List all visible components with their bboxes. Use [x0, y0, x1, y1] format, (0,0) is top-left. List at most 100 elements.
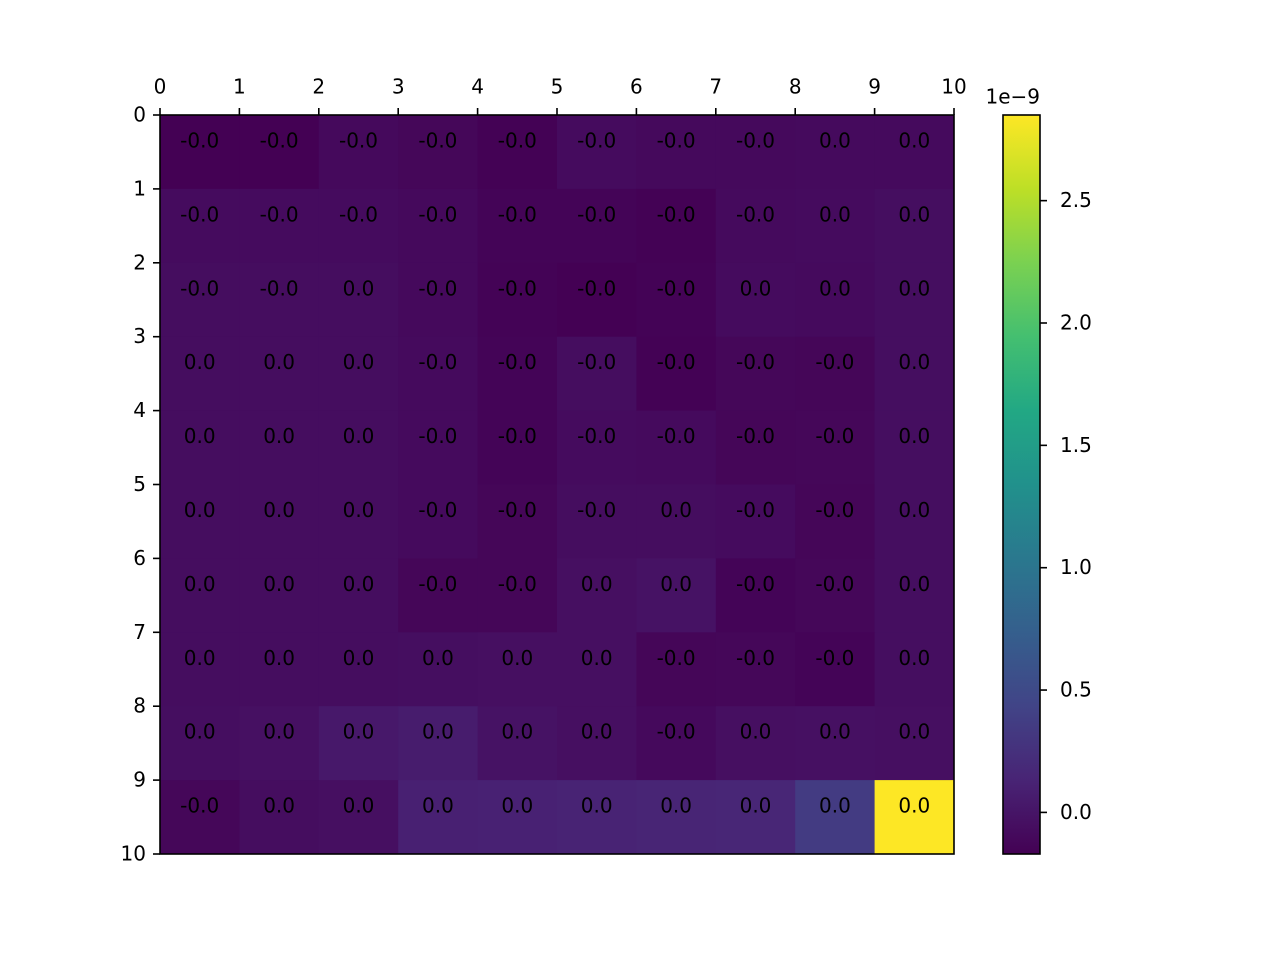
heatmap-cell-r6-c9: [874, 558, 955, 633]
heatmap-cell-r6-c5: [557, 558, 637, 633]
cell-label-r0-c5: -0.0: [577, 129, 616, 153]
heatmap-cell-r2-c6: [636, 262, 717, 338]
heatmap-cell-r0-c9: [874, 115, 955, 190]
colorbar-tick-label-5: 2.5: [1060, 188, 1092, 212]
cell-label-r7-c6: -0.0: [657, 646, 696, 670]
heatmap-cell-r0-c5: [557, 115, 637, 190]
cell-label-r0-c6: -0.0: [657, 129, 696, 153]
cell-label-r7-c9: 0.0: [898, 646, 930, 670]
heatmap-cell-r7-c2: [318, 632, 399, 707]
heatmap-cell-r8-c2: [318, 706, 399, 781]
heatmap-cell-r7-c9: [874, 632, 955, 707]
cell-label-r8-c8: 0.0: [819, 720, 851, 744]
cell-label-r3-c0: 0.0: [184, 350, 216, 374]
heatmap-cell-r9-c5: [557, 780, 637, 855]
cell-label-r7-c2: 0.0: [343, 646, 375, 670]
cell-label-r4-c7: -0.0: [736, 424, 775, 448]
cell-label-r5-c1: 0.0: [263, 498, 295, 522]
heatmap-cell-r2-c0: [160, 262, 240, 338]
y-tick-label-10: 10: [121, 842, 146, 866]
heatmap-cell-r2-c9: [874, 262, 955, 338]
cell-label-r4-c4: -0.0: [498, 424, 537, 448]
heatmap-cell-r1-c9: [874, 188, 955, 264]
cell-label-r8-c4: 0.0: [501, 720, 533, 744]
cell-label-r5-c7: -0.0: [736, 498, 775, 522]
heatmap-cell-r8-c3: [398, 706, 479, 781]
cell-label-r7-c8: -0.0: [815, 646, 854, 670]
y-tick-label-6: 6: [133, 546, 146, 570]
heatmap-cell-r1-c2: [318, 188, 399, 264]
heatmap-cell-r0-c3: [398, 115, 479, 190]
heatmap-cell-r5-c2: [318, 484, 399, 559]
cell-label-r1-c2: -0.0: [339, 202, 378, 226]
cell-label-r2-c8: 0.0: [819, 276, 851, 300]
cell-label-r3-c6: -0.0: [657, 350, 696, 374]
heatmap-cell-r5-c7: [715, 484, 796, 559]
cell-label-r9-c6: 0.0: [660, 794, 692, 818]
colorbar-tick-label-4: 2.0: [1060, 310, 1092, 334]
heatmap-cell-r8-c5: [557, 706, 637, 781]
cell-label-r4-c0: 0.0: [184, 424, 216, 448]
heatmap-cell-r9-c0: [160, 780, 240, 855]
heatmap-cell-r6-c2: [318, 558, 399, 633]
colorbar-tick-label-3: 1.5: [1060, 433, 1092, 457]
heatmap-cell-r4-c5: [557, 410, 637, 485]
heatmap-cell-r8-c8: [795, 706, 876, 781]
heatmap-cell-r5-c9: [874, 484, 955, 559]
cell-label-r6-c3: -0.0: [418, 572, 457, 596]
cell-label-r6-c1: 0.0: [263, 572, 295, 596]
x-tick-label-5: 5: [551, 75, 564, 99]
cell-label-r5-c4: -0.0: [498, 498, 537, 522]
cell-label-r8-c9: 0.0: [898, 720, 930, 744]
cell-label-r5-c3: -0.0: [418, 498, 457, 522]
cell-label-r3-c9: 0.0: [898, 350, 930, 374]
heatmap-cell-r0-c0: [160, 115, 240, 190]
cell-label-r0-c9: 0.0: [898, 129, 930, 153]
cell-label-r3-c7: -0.0: [736, 350, 775, 374]
x-tick-label-8: 8: [789, 75, 802, 99]
cell-label-r7-c0: 0.0: [184, 646, 216, 670]
heatmap-cell-r3-c7: [715, 336, 796, 412]
cell-label-r8-c2: 0.0: [343, 720, 375, 744]
heatmap-cell-r8-c7: [715, 706, 796, 781]
heatmap-cell-r2-c1: [239, 262, 320, 338]
heatmap-cell-r8-c1: [239, 706, 320, 781]
heatmap-cell-labels: -0.0 -0.0 -0.0 -0.0 -0.0 -0.0 -0.0 -0.0 0.0 0.0 -0…: [180, 129, 930, 818]
heatmap-cell-r4-c0: [160, 410, 240, 485]
cell-label-r6-c6: 0.0: [660, 572, 692, 596]
y-tick-label-0: 0: [133, 103, 146, 127]
heatmap-cell-r7-c7: [715, 632, 796, 707]
colorbar-frame: [1002, 114, 1041, 855]
cell-label-r7-c4: 0.0: [501, 646, 533, 670]
cell-label-r9-c7: 0.0: [740, 794, 772, 818]
x-axis-top: 0 1 2 3 4 5 6 7 8 9 10: [154, 75, 967, 115]
cell-label-r4-c6: -0.0: [657, 424, 696, 448]
heatmap-cell-r7-c5: [557, 632, 637, 707]
cell-label-r3-c5: -0.0: [577, 350, 616, 374]
x-tick-label-7: 7: [709, 75, 722, 99]
heatmap-cell-r6-c7: [715, 558, 796, 633]
cell-label-r9-c1: 0.0: [263, 794, 295, 818]
x-tick-label-3: 3: [392, 75, 405, 99]
y-tick-label-2: 2: [133, 250, 146, 274]
heatmap-cell-r6-c8: [795, 558, 876, 633]
heatmap-cell-r0-c4: [477, 115, 558, 190]
heatmap-cell-r1-c5: [557, 188, 637, 264]
x-tick-label-2: 2: [312, 75, 325, 99]
colorbar-tick-label-1: 0.5: [1060, 678, 1092, 702]
heatmap-cell-r8-c9: [874, 706, 955, 781]
heatmap-cell-r9-c1: [239, 780, 320, 855]
heatmap-cell-r7-c3: [398, 632, 479, 707]
heatmap-cell-r8-c0: [160, 706, 240, 781]
cell-label-r7-c7: -0.0: [736, 646, 775, 670]
cell-label-r2-c5: -0.0: [577, 276, 616, 300]
heatmap-cell-r4-c4: [477, 410, 558, 485]
heatmap-cell-r9-c2: [318, 780, 399, 855]
colorbar-tick-label-0: 0.0: [1060, 800, 1092, 824]
heatmap-cell-r6-c0: [160, 558, 240, 633]
cell-label-r4-c1: 0.0: [263, 424, 295, 448]
heatmap-cell-r3-c6: [636, 336, 717, 412]
heatmap-cell-r3-c0: [160, 336, 240, 412]
cell-label-r2-c3: -0.0: [418, 276, 457, 300]
